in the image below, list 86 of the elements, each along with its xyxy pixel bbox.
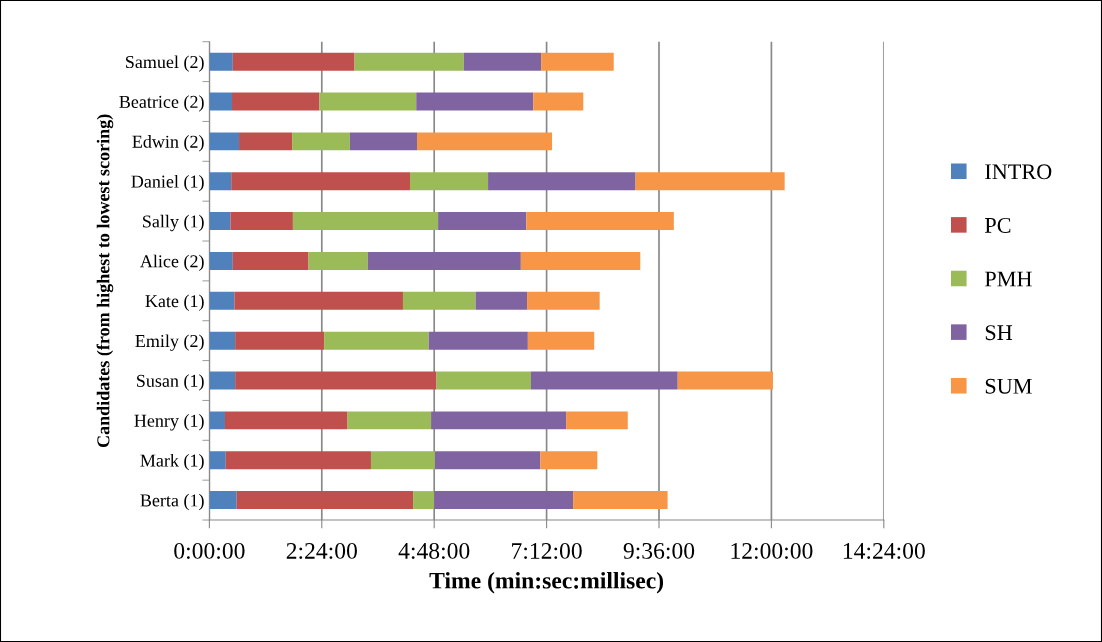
bar — [436, 371, 531, 390]
bar — [417, 132, 553, 151]
bar — [520, 251, 641, 270]
y-tick-label: Daniel (1) — [131, 174, 204, 192]
y-tick-label: Beatrice (2) — [119, 95, 204, 112]
y-tick-label: Berta (1) — [140, 493, 204, 511]
bar — [347, 411, 432, 430]
bar — [573, 491, 668, 510]
bar — [308, 251, 368, 270]
x-tick-label: 7:12:00 — [512, 542, 582, 559]
y-tick-label: Henry (1) — [134, 414, 204, 431]
y-axis-title: Candidates (from highest to lowest scoring) — [96, 114, 114, 448]
bar — [319, 92, 417, 111]
y-tick-label: Alice (2) — [140, 254, 204, 272]
bar — [209, 411, 225, 430]
bar — [438, 212, 527, 231]
legend-label: PMH — [984, 271, 1032, 287]
bar — [225, 451, 371, 470]
y-tick-label: Susan (1) — [137, 374, 204, 391]
bar — [635, 172, 785, 191]
bar — [324, 331, 429, 350]
bar — [475, 291, 528, 310]
bar — [540, 451, 598, 470]
bar — [209, 371, 236, 390]
bar — [402, 291, 476, 310]
y-tick-label: Emily (2) — [135, 334, 204, 351]
bar — [463, 52, 542, 71]
legend-label: SUM — [985, 378, 1032, 394]
bar — [209, 132, 240, 151]
bar — [235, 371, 437, 390]
bar — [292, 212, 439, 231]
legend-label: INTRO — [985, 164, 1052, 180]
bar — [434, 451, 541, 470]
bar — [231, 172, 410, 191]
bar — [354, 52, 464, 71]
bar — [428, 331, 528, 350]
bar — [234, 291, 403, 310]
bar — [232, 52, 355, 71]
bar — [434, 491, 574, 510]
bar — [409, 172, 489, 191]
bar — [566, 411, 628, 430]
bar — [236, 491, 414, 510]
bar — [235, 331, 325, 350]
bar — [209, 331, 236, 350]
bar — [209, 251, 233, 270]
bar — [526, 212, 674, 231]
legend-label: PC — [984, 217, 1011, 233]
bar — [209, 491, 237, 510]
bar — [367, 251, 521, 270]
bar — [224, 411, 348, 430]
bar — [533, 92, 584, 111]
x-tick-label: 0:00:00 — [174, 542, 245, 559]
y-tick-label: Mark (1) — [140, 453, 204, 471]
bar — [232, 251, 309, 270]
bar — [209, 291, 235, 310]
bar — [527, 331, 595, 350]
y-tick-label: Edwin (2) — [132, 135, 204, 152]
bar — [209, 212, 231, 231]
bar — [431, 411, 567, 430]
bar — [488, 172, 636, 191]
bar — [232, 92, 320, 111]
bar — [370, 451, 435, 470]
bar — [292, 132, 350, 151]
legend-label: SH — [985, 325, 1013, 341]
x-tick-label: 14:24:00 — [843, 542, 925, 559]
x-tick-label: 12:00:00 — [731, 542, 813, 559]
bar — [349, 132, 418, 151]
bar — [527, 291, 600, 310]
y-tick-label: Samuel (2) — [126, 55, 204, 72]
y-tick-label: Kate (1) — [145, 294, 204, 311]
x-tick-label: 9:36:00 — [623, 542, 695, 559]
x-axis-title: Time (min:sec:millisec) — [429, 571, 664, 594]
bar — [209, 172, 232, 191]
bar — [230, 212, 293, 231]
x-tick-label: 2:24:00 — [286, 542, 357, 559]
bar — [209, 92, 233, 111]
bar — [530, 371, 678, 390]
bar — [677, 371, 773, 390]
bar — [416, 92, 534, 111]
y-tick-label: Sally (1) — [143, 214, 204, 232]
bar — [413, 491, 435, 510]
bar — [209, 52, 233, 71]
bar — [209, 451, 226, 470]
bar — [541, 52, 614, 71]
x-tick-label: 4:48:00 — [398, 542, 470, 559]
bar — [239, 132, 293, 151]
